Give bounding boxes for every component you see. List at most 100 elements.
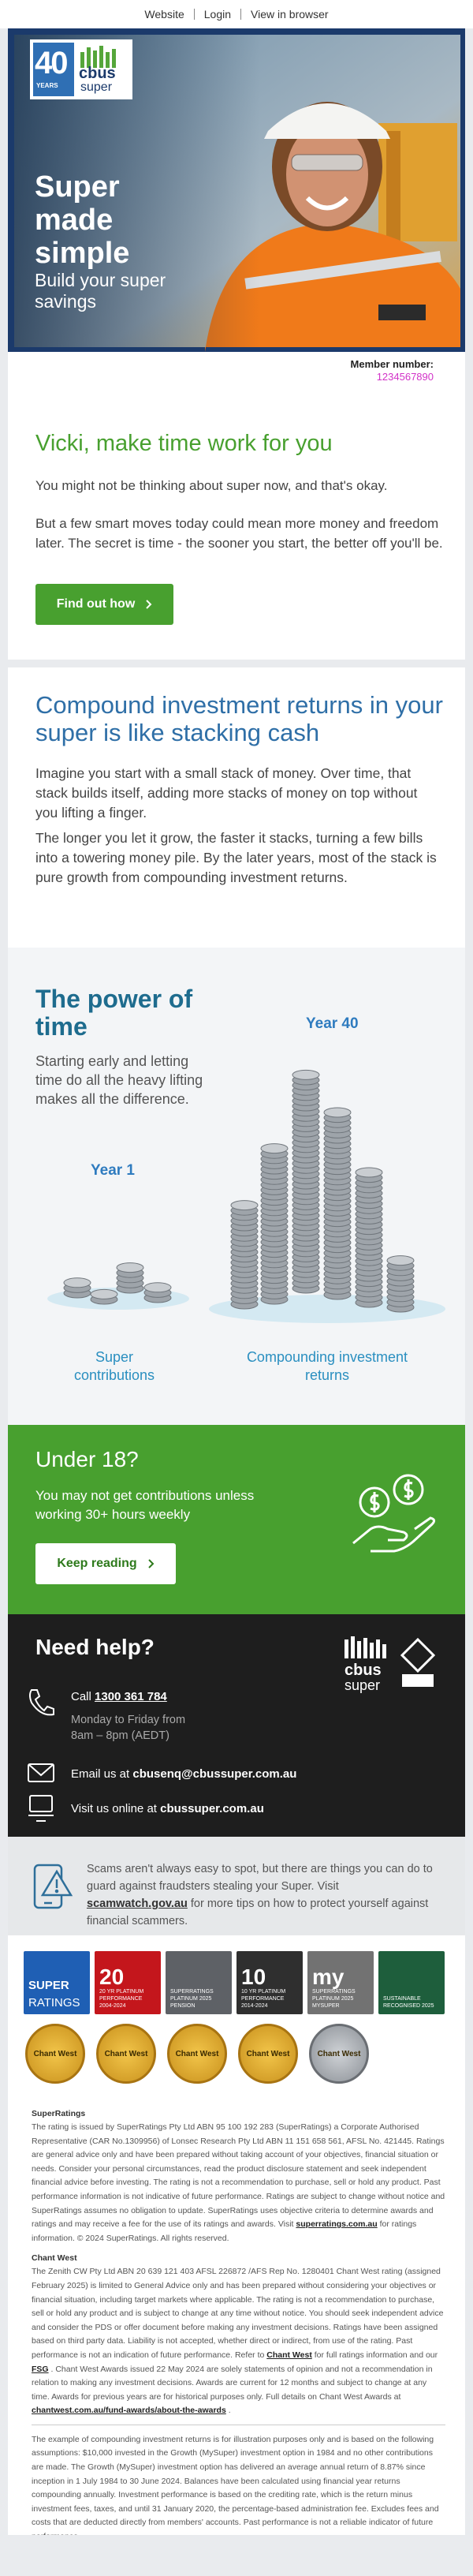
awards: SUPER RATINGS 20 20 YR PLATINUM PERFORMANCE…	[8, 1935, 465, 2101]
rating-badges: SUPER RATINGS 20 20 YR PLATINUM PERFORMANCE…	[24, 1951, 445, 2014]
year-start: Year 1	[91, 1162, 135, 1179]
coin	[386, 1255, 415, 1266]
hero: 40 YEARS cbus super Super made simple Bu…	[8, 28, 465, 352]
top-links: Website Login View in browser	[0, 0, 473, 28]
chevron	[147, 1559, 155, 1568]
hero-subtitle: Build your super savings	[35, 270, 166, 312]
disclaimer-text: The rating is issued by SuperRatings Pty…	[32, 2121, 445, 2245]
email-link[interactable]: cbusenq@cbussuper.com.au	[132, 1767, 297, 1781]
badge-caption: 20 YR PLATINUM PERFORMANCE 2004-2024	[99, 1989, 144, 2009]
compound-paragraph: Imagine you start with a small stack of …	[35, 765, 418, 821]
badge-caption: SUPERRATINGS PLATINUM 2025 PENSION	[170, 1989, 214, 2009]
money-hand-icon	[352, 1474, 436, 1553]
help-logo-brand: cbus	[345, 1662, 382, 1679]
keep-reading-button[interactable]: Keep reading	[35, 1543, 176, 1584]
badge-caption: RATINGS	[28, 1996, 80, 2010]
disclaimer-part: The rating is issued by SuperRatings Pty…	[32, 2122, 445, 2230]
hero-photo	[14, 35, 460, 352]
coin	[323, 1107, 352, 1118]
member-info: Member number: 1234567890	[351, 358, 434, 383]
logo-number: 40	[35, 46, 68, 80]
under18: Under 18? You may not get contributions …	[8, 1425, 465, 1614]
label-right: Compounding investment returns	[246, 1349, 408, 1383]
disclaimer-part: The Zenith CW Pty Ltd ABN 20 639 121 403…	[32, 2267, 444, 2360]
logo-sub: super	[80, 80, 113, 94]
power-text: Starting early and letting time do all t…	[35, 1053, 203, 1107]
badge-caption: SUPERRATINGS PLATINUM 2025 MYSUPER	[312, 1989, 356, 2009]
coin	[143, 1282, 172, 1293]
disclaimer-link[interactable]: FSG	[32, 2364, 49, 2374]
coin	[90, 1288, 118, 1299]
scam-link[interactable]: scamwatch.gov.au	[87, 1897, 188, 1910]
badge-main: my	[312, 1965, 345, 1989]
phone-prefix: Call	[71, 1690, 91, 1703]
rating-badge: 10 10 YR PLATINUM PERFORMANCE 2014-2024	[236, 1951, 303, 2014]
button-label: Keep reading	[57, 1557, 137, 1570]
web-line: Visit us online at cbussuper.com.au	[71, 1802, 264, 1815]
scam-icon	[33, 1864, 73, 1909]
chant-west-medal: Chant West	[25, 2024, 85, 2084]
link-website[interactable]: Website	[144, 8, 184, 21]
email-line: Email us at cbusenq@cbussuper.com.au	[71, 1767, 296, 1781]
disclaimer-part: for full ratings information and our	[314, 2350, 438, 2360]
under18-text: You may not get contributions unless wor…	[35, 1488, 255, 1522]
rating-badge: my SUPERRATINGS PLATINUM 2025 MYSUPER	[307, 1951, 374, 2014]
help-heading: Need help?	[35, 1635, 155, 1659]
chevron	[146, 600, 152, 609]
logo-brand: cbus	[79, 65, 116, 82]
power-heading: The power of time	[35, 985, 193, 1041]
web-link[interactable]: cbussuper.com.au	[160, 1802, 264, 1815]
help-logo-sub: super	[345, 1677, 381, 1693]
phone-link[interactable]: 1300 361 784	[95, 1690, 167, 1703]
contact-icons	[28, 1689, 54, 1822]
hero-title: Super made simple	[35, 170, 130, 270]
coin-illustration	[47, 1069, 445, 1323]
disclaimer-link[interactable]: superratings.com.au	[296, 2219, 378, 2230]
chant-west-medal: Chant West	[238, 2024, 298, 2084]
scam-text: Scams aren't always easy to spot, but th…	[87, 1860, 441, 1930]
coin	[63, 1277, 91, 1288]
power: The power of time Starting early and let…	[8, 948, 465, 1425]
disclaimer-text: The Zenith CW Pty Ltd ABN 20 639 121 403…	[32, 2265, 445, 2418]
chant-west-medals: Chant West Chant West Chant West Chant West…	[25, 2024, 369, 2084]
badge-main: 20	[99, 1965, 125, 1989]
coin	[260, 1143, 289, 1154]
button-label: Find out how	[56, 597, 136, 611]
intro-paragraph: But a few smart moves today could mean m…	[35, 516, 443, 551]
badge-caption: SUSTAINABLE RECOGNISED 2025	[383, 1996, 434, 2009]
disclaimer-part: .	[228, 2406, 231, 2416]
member-number: 1234567890	[376, 371, 434, 383]
disclaimer-part: . Chant West Awards issued 22 May 2024 a…	[32, 2364, 433, 2402]
rating-badge: SUPER RATINGS	[24, 1951, 90, 2014]
compound-heading: Compound investment returns in your supe…	[35, 691, 443, 746]
label-left: Super contributions	[73, 1349, 155, 1383]
chant-west-medal: Chant West	[309, 2024, 369, 2084]
find-out-button[interactable]: Find out how	[35, 584, 173, 625]
link-login[interactable]: Login	[193, 9, 240, 20]
chant-west-medal: Chant West	[167, 2024, 227, 2084]
disclaimer-part: for ratings information. © 2024 SuperRat…	[32, 2219, 417, 2243]
member-label: Member number:	[350, 358, 434, 370]
rating-badge: 20 20 YR PLATINUM PERFORMANCE 2004-2024	[95, 1951, 161, 2014]
disclaimer-link[interactable]: chantwest.com.au/fund-awards/about-the-a…	[32, 2406, 226, 2416]
link-view-browser[interactable]: View in browser	[240, 9, 338, 20]
web-prefix: Visit us online at	[71, 1802, 157, 1815]
intro-heading: Vicki, make time work for you	[35, 431, 333, 456]
badge-main: SUPER	[28, 1979, 69, 1992]
help: Need help? cbus super Call 1300 361 784 …	[8, 1614, 465, 1837]
intro-paragraph: You might not be thinking about super no…	[35, 478, 388, 493]
year-end: Year 40	[306, 1015, 359, 1032]
chant-west-medal: Chant West	[96, 2024, 156, 2084]
disclaimer-text: The example of compounding investment re…	[32, 2433, 445, 2535]
badge-caption: 10 YR PLATINUM PERFORMANCE 2014-2024	[241, 1989, 286, 2009]
compound-paragraph: The longer you let it grow, the faster i…	[35, 830, 437, 885]
phone-line: Call 1300 361 784	[71, 1690, 167, 1703]
scam-text-end: for more tips on how to protect yourself…	[87, 1897, 429, 1927]
coin	[292, 1069, 320, 1080]
disclaimer-link[interactable]: Chant West	[266, 2350, 312, 2360]
under18-heading: Under 18?	[35, 1447, 139, 1471]
email-prefix: Email us at	[71, 1767, 130, 1781]
